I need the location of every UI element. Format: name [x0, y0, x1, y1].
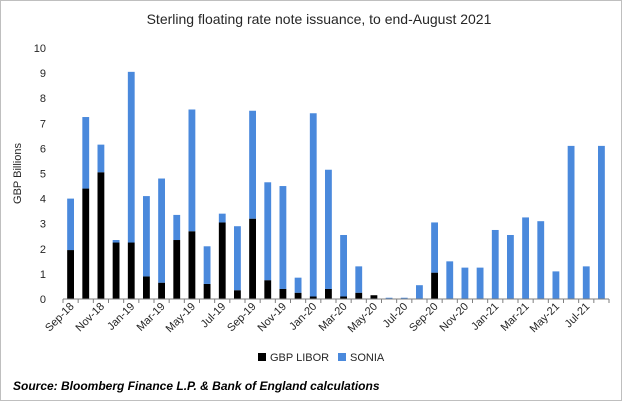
y-tick-label: 4: [40, 194, 46, 206]
bar-sonia: [127, 71, 135, 243]
bar-gbp-libor: [370, 295, 378, 299]
bar-sonia: [158, 178, 165, 283]
bar-sonia: [567, 145, 575, 299]
bar-sonia: [188, 109, 196, 232]
y-tick-label: 7: [40, 118, 46, 130]
bar-sonia: [82, 117, 90, 189]
bar-gbp-libor: [97, 172, 105, 299]
y-axis-label: GBP Billions: [12, 143, 24, 204]
bar-sonia: [97, 144, 105, 173]
bar-gbp-libor: [82, 188, 90, 299]
y-tick-label: 9: [40, 68, 46, 80]
x-tick-label: Jan-19: [105, 301, 137, 333]
bar-sonia: [309, 113, 317, 297]
legend: GBP LIBOR SONIA: [258, 352, 385, 364]
legend-label-sonia: SONIA: [350, 352, 385, 364]
x-tick-label: Mar-19: [135, 301, 168, 334]
x-tick-label: Mar-21: [499, 301, 532, 334]
legend-label-gbp-libor: GBP LIBOR: [270, 352, 329, 364]
bar-sonia: [218, 213, 226, 223]
bar-gbp-libor: [340, 296, 347, 299]
x-tick-label: Sep-18: [43, 301, 77, 335]
y-tick-label: 5: [40, 169, 46, 181]
bar-sonia: [582, 266, 590, 299]
x-tick-label: May-21: [528, 301, 562, 335]
bar-sonia: [325, 169, 332, 289]
legend-swatch-gbp-libor: [258, 353, 266, 361]
x-tick-label: Nov-20: [437, 301, 471, 335]
y-tick-label: 10: [34, 43, 46, 55]
bar-gbp-libor: [127, 242, 135, 299]
bar-sonia: [355, 266, 363, 293]
bar-sonia: [537, 221, 545, 299]
y-tick-label: 1: [40, 269, 46, 281]
bar-sonia: [522, 217, 529, 299]
x-tick-label: Sep-20: [407, 301, 441, 335]
bar-sonia: [143, 196, 150, 277]
y-tick-label: 2: [40, 244, 46, 256]
bar-gbp-libor: [143, 276, 150, 299]
bar-sonia: [234, 226, 241, 291]
bar-sonia: [416, 285, 423, 299]
bar-sonia: [340, 234, 347, 297]
y-tick-labels: 0 1 2 3 4 5 6 7 8 9 10: [34, 43, 46, 306]
bar-gbp-libor: [173, 240, 181, 299]
bar-sonia: [552, 271, 560, 299]
bar-sonia: [173, 214, 181, 241]
y-tick-label: 6: [40, 143, 46, 155]
bar-gbp-libor: [309, 296, 317, 299]
bar-sonia: [476, 267, 484, 299]
x-tick-label: Jul-21: [563, 301, 593, 331]
bar-gbp-libor: [279, 288, 287, 299]
bar-sonia: [249, 110, 256, 219]
chart-title: Sterling floating rate note issuance, to…: [147, 11, 492, 27]
x-tick-label: Jan-20: [287, 301, 319, 333]
bar-gbp-libor: [158, 282, 165, 299]
bar-gbp-libor: [325, 288, 332, 299]
bar-gbp-libor: [218, 222, 226, 299]
x-tick-label: May-20: [346, 301, 380, 335]
bar-gbp-libor: [249, 218, 256, 299]
y-tick-label: 8: [40, 93, 46, 105]
bar-sonia: [400, 297, 408, 299]
x-tick-label: Nov-18: [73, 301, 107, 335]
bar-gbp-libor: [355, 292, 363, 299]
bar-sonia: [461, 267, 469, 299]
bar-gbp-libor: [188, 231, 196, 299]
y-tick-label: 3: [40, 219, 46, 231]
x-tick-label: Jan-21: [469, 301, 501, 333]
bar-sonia: [264, 182, 272, 281]
bar-sonia: [294, 277, 302, 293]
axes: [62, 298, 610, 303]
bar-gbp-libor: [203, 283, 211, 299]
bar-gbp-libor: [67, 250, 74, 299]
bar-gbp-libor: [264, 280, 272, 299]
bar-sonia: [203, 246, 211, 284]
bar-sonia: [112, 240, 120, 243]
bar-gbp-libor: [234, 290, 241, 299]
bar-sonia: [507, 234, 514, 299]
bar-sonia: [491, 229, 499, 299]
bar-gbp-libor: [431, 272, 438, 299]
bar-sonia: [446, 261, 454, 299]
x-tick-label: Mar-20: [317, 301, 350, 334]
bar-sonia: [598, 145, 605, 299]
bar-sonia: [431, 222, 438, 273]
x-tick-label: Sep-19: [225, 301, 259, 335]
legend-swatch-sonia: [338, 353, 346, 361]
x-tick-label: Nov-19: [255, 301, 289, 335]
bars: [67, 71, 605, 299]
bar-gbp-libor: [112, 242, 120, 299]
bar-sonia: [279, 186, 287, 289]
bar-gbp-libor: [294, 292, 302, 299]
bar-sonia: [67, 198, 74, 251]
bar-sonia: [385, 297, 393, 299]
x-tick-label: May-19: [164, 301, 198, 335]
source-note: Source: Bloomberg Finance L.P. & Bank of…: [13, 379, 380, 393]
y-tick-label: 0: [40, 294, 46, 306]
